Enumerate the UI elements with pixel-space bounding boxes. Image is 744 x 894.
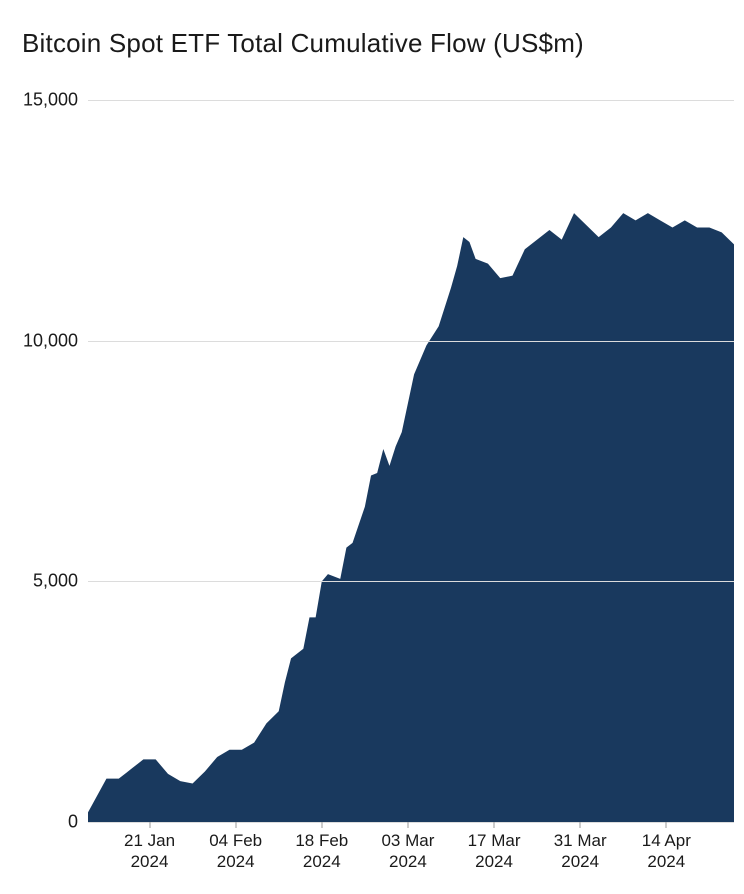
chart-title: Bitcoin Spot ETF Total Cumulative Flow (…	[22, 28, 728, 59]
y-tick-label: 10,000	[23, 330, 88, 351]
gridline	[88, 100, 734, 101]
y-tick-label: 15,000	[23, 90, 88, 111]
x-tick-label: 18 Feb2024	[295, 822, 348, 873]
y-tick-label: 5,000	[33, 571, 88, 592]
x-tick-label: 31 Mar2024	[554, 822, 607, 873]
gridline	[88, 581, 734, 582]
area-series	[88, 100, 734, 822]
x-tick-label: 17 Mar2024	[468, 822, 521, 873]
plot-area: 05,00010,00015,00021 Jan202404 Feb202418…	[88, 100, 734, 822]
y-tick-label: 0	[68, 812, 88, 833]
x-tick-label: 21 Jan2024	[124, 822, 175, 873]
gridline	[88, 341, 734, 342]
x-tick-label: 04 Feb2024	[209, 822, 262, 873]
x-tick-label: 03 Mar2024	[381, 822, 434, 873]
chart-container: Bitcoin Spot ETF Total Cumulative Flow (…	[0, 0, 744, 894]
x-tick-label: 14 Apr2024	[642, 822, 691, 873]
